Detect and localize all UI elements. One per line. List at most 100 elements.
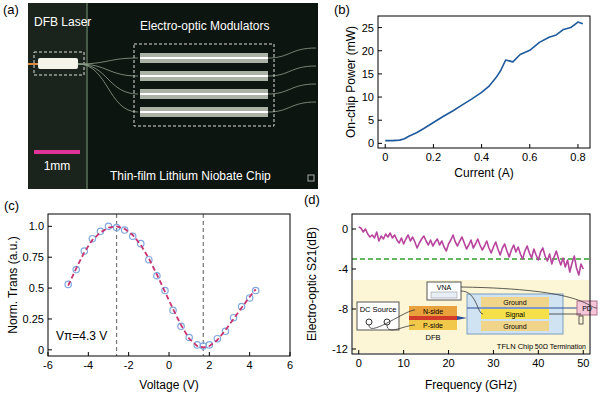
annotation: Vπ=4.3 V [56,329,107,343]
y-tick [48,288,52,289]
modulator [140,89,268,99]
reference-line [203,214,204,356]
x-tick-label: -2 [124,359,134,371]
plot-frame [352,214,590,354]
plot-area [352,227,590,275]
y-tick-label: -12 [332,343,348,355]
photodiode [577,301,597,315]
y-tick-label: 0.75 [23,251,44,263]
figure: (a)DFB LaserElectro-optic ModulatorsThin… [0,0,600,394]
vna [427,282,461,300]
x-tick-label: 20 [442,357,454,369]
inset-label: DFB [426,333,441,342]
inset-label: P-side [423,322,443,329]
modulator-core [140,93,268,95]
x-tick-label: 30 [487,357,499,369]
chart-panel: (b)00.20.40.60.80510152025Current (A)On-… [334,2,590,180]
panel-letter: (b) [334,2,350,17]
inset-label: DC Source [360,305,397,314]
x-tick-label: 0 [166,359,172,371]
scale-label: 1mm [44,159,71,173]
y-tick-label: -4 [338,263,348,275]
resistor [579,316,583,324]
x-tick [48,352,49,356]
x-tick-label: 0 [382,151,388,163]
data-line [385,22,583,141]
inset-background [353,280,589,353]
chart-panel: (d)DC SourceN-sideP-sideDFBGroundSignalG… [304,192,597,392]
dc-source [357,302,399,330]
coupler [457,316,467,320]
y-tick [378,120,382,121]
y-tick [352,229,356,230]
inset-label: 50Ω Termination [535,343,586,350]
inset: DC SourceN-sideP-sideDFBGroundSignalGrou… [353,280,597,353]
plot-frame [378,16,590,148]
p-layer [409,320,457,330]
photo-background [28,3,318,189]
x-tick [577,144,578,148]
n-layer [409,306,457,316]
x-tick-label: 2 [206,359,212,371]
ground-electrode [481,297,549,307]
x-tick [583,350,584,354]
y-tick [378,73,382,74]
inset-label: Ground [503,323,526,330]
y-tick [352,269,356,270]
label: Thin-film Lithium Niobate Chip [110,169,271,183]
x-tick [529,144,530,148]
y-tick-label: 15 [362,68,374,80]
modulator [140,53,268,63]
waveguide-out [268,48,316,58]
active-layer [409,316,457,320]
y-tick-label: 0 [368,137,374,149]
y-tick [48,257,52,258]
signal-electrode [481,309,549,319]
x-tick [249,352,250,356]
chart-panel: (c)-6-4-2024600.250.50.751.0Voltage (V)N… [4,198,293,392]
inset-label: Signal [505,311,525,319]
plot-area [385,22,583,141]
y-tick [48,226,52,227]
inset-label: VNA [437,284,452,291]
x-axis-title: Voltage (V) [139,378,198,392]
modulator-core [140,57,268,59]
x-tick [209,352,210,356]
y-tick-label: 25 [362,22,374,34]
x-axis-title: Current (A) [454,166,513,180]
x-tick [290,352,291,356]
terminal [366,319,372,325]
modulator-core [140,75,268,77]
x-tick [481,144,482,148]
vna-screen [431,292,457,298]
y-tick-label: 20 [362,45,374,57]
y-tick-label: 10 [362,91,374,103]
tfln-chip [467,294,563,334]
inset-label: Ground [503,299,526,306]
modulator-core [140,111,268,113]
x-tick [493,350,494,354]
x-tick-label: -4 [83,359,93,371]
y-tick-label: -8 [338,303,348,315]
waveguide [78,64,138,94]
y-tick-label: 1.0 [29,220,44,232]
y-tick [378,143,382,144]
x-tick [403,350,404,354]
photo-panel: (a)DFB LaserElectro-optic ModulatorsThin… [3,2,318,189]
x-tick-label: 10 [398,357,410,369]
chip-edge [86,3,88,189]
waveguide-out [268,102,316,112]
y-tick-label: 0.25 [23,313,44,325]
x-tick-label: -6 [43,359,53,371]
x-tick [358,350,359,354]
y-axis-title: Norm. Trans (a.u.) [6,236,20,333]
x-tick-label: 0.2 [426,151,441,163]
x-tick-label: 4 [247,359,253,371]
waveguide [78,64,138,112]
y-tick [378,97,382,98]
waveguide [467,308,563,309]
waveguide [78,58,138,64]
y-tick [352,309,356,310]
y-tick-label: 0 [342,223,348,235]
y-axis-title: On-chip Power (mW) [344,26,358,138]
